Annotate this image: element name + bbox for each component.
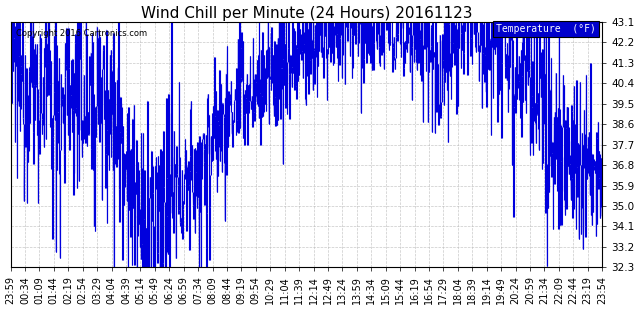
Title: Wind Chill per Minute (24 Hours) 20161123: Wind Chill per Minute (24 Hours) 2016112… [141,6,472,20]
Text: Copyright 2016 Cartronics.com: Copyright 2016 Cartronics.com [17,29,148,38]
Text: Temperature  (°F): Temperature (°F) [497,24,596,34]
